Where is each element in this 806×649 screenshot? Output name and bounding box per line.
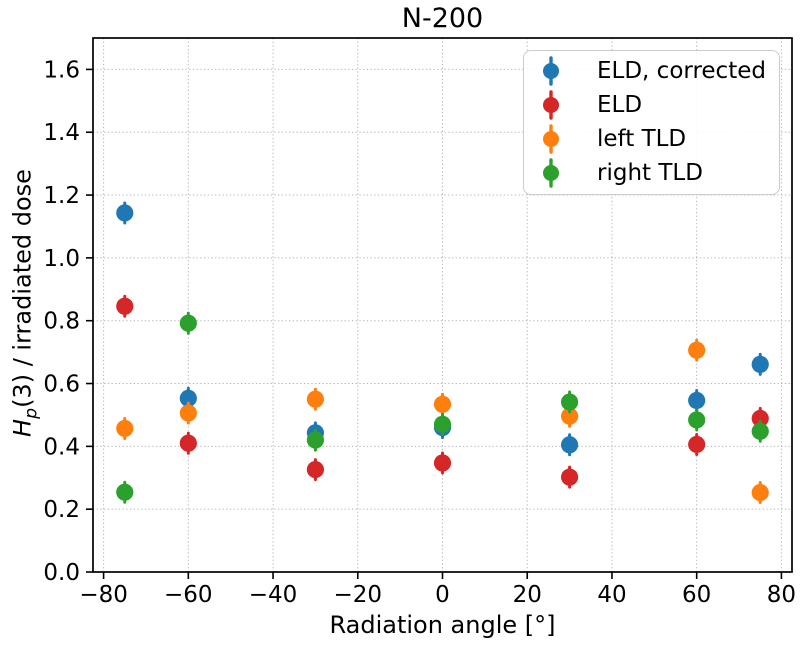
legend-label: ELD [597,91,643,118]
errorbar-marker-icon [543,56,559,86]
errorbar-marker-icon [543,124,559,154]
x-tick-label: −40 [249,582,298,608]
x-tick-label: −20 [333,582,382,608]
data-point [751,409,769,427]
legend-item: ELD [524,88,779,122]
data-point [688,391,706,410]
plot-frame [92,37,793,573]
data-point [433,395,452,413]
y-tick-label: 1.6 [43,57,80,83]
data-point [306,431,325,449]
x-tick-label: 40 [597,582,626,608]
legend-label: left TLD [597,125,687,152]
errorbar-marker-icon [543,158,559,188]
data-point [116,297,134,315]
legend-item: left TLD [524,122,779,156]
legend-item: right TLD [524,156,779,190]
data-point [116,483,134,501]
data-point [560,436,579,454]
y-tick-label: 0.0 [43,560,80,586]
legend-item: ELD, corrected [524,54,779,88]
data-point [433,415,452,433]
legend-label: ELD, corrected [597,57,766,84]
data-point [433,454,452,472]
data-point [179,389,197,407]
y-tick-label: 0.4 [43,434,80,460]
x-tick-label: 60 [682,582,711,608]
data-point [751,355,769,373]
data-point [688,341,706,359]
y-tick-label: 0.2 [43,497,80,523]
y-tick-label: 1.0 [43,246,80,272]
data-point [306,460,325,479]
legend: ELD, corrected ELD left TLD right TLD [523,50,780,195]
data-point [179,314,197,332]
data-point [688,411,706,429]
errorbar-marker-icon [543,90,559,120]
data-point [560,393,579,411]
legend-label: right TLD [597,159,703,186]
data-point [560,407,579,425]
y-tick-label: 1.2 [43,183,80,209]
y-tick-label: 0.8 [43,309,80,335]
data-point [751,483,769,502]
data-point [751,422,769,440]
data-point [560,468,579,486]
chart-title: N-200 [401,3,484,34]
data-point [116,204,134,222]
y-tick-label: 1.4 [43,120,80,146]
x-tick-label: −80 [79,582,128,608]
data-point [179,434,197,452]
x-tick-label: 80 [767,582,796,608]
x-tick-label: −60 [164,582,213,608]
data-point [306,390,325,408]
data-point [116,419,134,438]
data-point [688,435,706,454]
x-tick-label: 0 [435,582,450,608]
x-tick-label: 20 [513,582,542,608]
data-point [179,404,197,422]
x-axis-label: Radiation angle [°] [329,611,556,639]
y-tick-label: 0.6 [43,372,80,398]
